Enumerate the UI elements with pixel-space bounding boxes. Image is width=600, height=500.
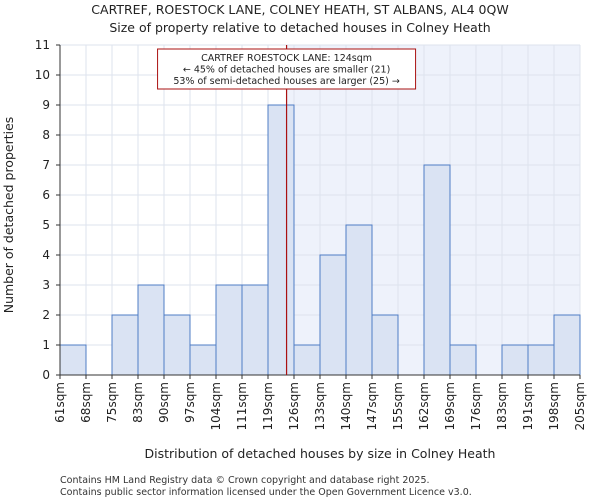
x-axis-label: Distribution of detached houses by size … bbox=[145, 446, 496, 461]
footer-line-1: Contains HM Land Registry data © Crown c… bbox=[60, 475, 430, 486]
bar bbox=[449, 344, 477, 376]
y-tick-label: 11 bbox=[35, 38, 50, 52]
x-tick-label: 83sqm bbox=[131, 382, 145, 423]
bar bbox=[137, 284, 165, 376]
bars bbox=[59, 104, 581, 376]
chart-title: CARTREF, ROESTOCK LANE, COLNEY HEATH, ST… bbox=[91, 2, 508, 17]
x-tick-label: 61sqm bbox=[53, 382, 67, 423]
y-tick-label: 5 bbox=[42, 218, 50, 232]
bar bbox=[215, 284, 243, 376]
x-tick-label: 104sqm bbox=[209, 382, 223, 430]
annotation-line: ← 45% of detached houses are smaller (21… bbox=[183, 65, 390, 76]
x-tick-label: 155sqm bbox=[391, 382, 405, 430]
y-axis-label: Number of detached properties bbox=[1, 117, 16, 314]
bar bbox=[293, 344, 321, 376]
bar bbox=[345, 224, 373, 376]
y-tick-label: 0 bbox=[42, 368, 50, 382]
bar bbox=[319, 254, 347, 376]
x-tick-label: 191sqm bbox=[521, 382, 535, 430]
annotation-line: CARTREF ROESTOCK LANE: 124sqm bbox=[201, 53, 372, 64]
y-tick-label: 1 bbox=[42, 338, 50, 352]
x-tick-label: 140sqm bbox=[339, 382, 353, 430]
x-tick-label: 111sqm bbox=[235, 382, 249, 430]
bar bbox=[241, 284, 269, 376]
x-tick-label: 205sqm bbox=[573, 382, 587, 430]
x-tick-label: 198sqm bbox=[547, 382, 561, 430]
x-tick-label: 90sqm bbox=[157, 382, 171, 423]
y-tick-label: 6 bbox=[42, 188, 50, 202]
y-tick-label: 3 bbox=[42, 278, 50, 292]
x-tick-label: 126sqm bbox=[287, 382, 301, 430]
x-tick-label: 169sqm bbox=[443, 382, 457, 430]
bar bbox=[501, 344, 529, 376]
x-tick-label: 183sqm bbox=[495, 382, 509, 430]
annotation-box bbox=[157, 48, 417, 90]
bar bbox=[267, 104, 295, 376]
property-marker: CARTREF ROESTOCK LANE: 124sqm← 45% of de… bbox=[157, 45, 417, 375]
x-tick-label: 68sqm bbox=[79, 382, 93, 423]
bar bbox=[371, 314, 399, 376]
x-tick-label: 75sqm bbox=[105, 382, 119, 423]
bar bbox=[163, 314, 191, 376]
y-tick-label: 8 bbox=[42, 128, 50, 142]
annotation-line: 53% of semi-detached houses are larger (… bbox=[173, 76, 400, 87]
x-tick-labels: 61sqm 68sqm 75sqm 83sqm 90sqm 97sqm 104sqm 111s… bbox=[53, 375, 587, 430]
bar bbox=[423, 164, 451, 376]
y-tick-label: 9 bbox=[42, 98, 50, 112]
y-tick-label: 4 bbox=[42, 248, 50, 262]
x-tick-label: 162sqm bbox=[417, 382, 431, 430]
y-tick-label: 7 bbox=[42, 158, 50, 172]
chart-subtitle: Size of property relative to detached ho… bbox=[109, 20, 490, 35]
y-tick-label: 2 bbox=[42, 308, 50, 322]
x-tick-label: 119sqm bbox=[261, 382, 275, 430]
x-tick-label: 176sqm bbox=[469, 382, 483, 430]
y-tick-label: 10 bbox=[35, 68, 50, 82]
x-tick-label: 97sqm bbox=[183, 382, 197, 423]
y-tick-labels: 0 1 2 3 4 5 6 7 8 9 10 11 bbox=[35, 38, 60, 382]
bar bbox=[59, 344, 87, 376]
bar bbox=[189, 344, 217, 376]
bar bbox=[553, 314, 581, 376]
bar bbox=[527, 344, 555, 376]
x-tick-label: 147sqm bbox=[365, 382, 379, 430]
x-tick-label: 133sqm bbox=[313, 382, 327, 430]
bar bbox=[111, 314, 139, 376]
footer-line-2: Contains public sector information licen… bbox=[60, 487, 472, 498]
